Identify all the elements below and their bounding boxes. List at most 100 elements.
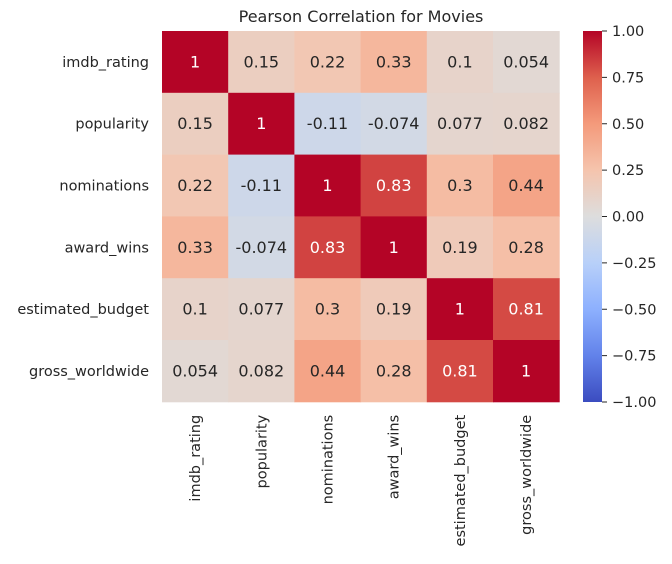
heatmap-cell: [493, 92, 560, 156]
cell-annotation: 1: [521, 361, 531, 380]
colorbar-tick-label: −0.75: [612, 349, 656, 365]
heatmap-cell: [162, 31, 229, 94]
heatmap-cell: [360, 92, 428, 156]
cell-annotation: 1: [256, 114, 266, 133]
y-tick-labels: imdb_rating popularity nominations award_wi…: [17, 55, 149, 380]
y-tick-label: award_wins: [65, 240, 149, 256]
y-tick-label: nominations: [59, 179, 149, 195]
cell-annotation: 0.077: [238, 300, 284, 319]
cell-annotation: 0.077: [437, 114, 483, 133]
heatmap-cell: [162, 92, 229, 156]
heatmap-cell: [162, 278, 229, 341]
heatmap-cell: [294, 154, 362, 217]
heatmap-cell: [426, 154, 494, 217]
cell-annotation: 0.22: [177, 176, 213, 195]
heatmap-cell: [360, 340, 428, 403]
heatmap-cell: [294, 278, 362, 341]
x-tick-label: popularity: [254, 414, 270, 488]
heatmap-cell: [493, 340, 560, 403]
heatmap-cell: [228, 278, 295, 341]
cell-annotation: 0.082: [238, 361, 284, 380]
heatmap-cell: [360, 278, 428, 341]
cell-annotation: 0.33: [177, 238, 213, 257]
heatmap-cell: [493, 278, 560, 341]
cell-annotation: 0.19: [442, 238, 478, 257]
colorbar-gradient: [583, 31, 602, 402]
cell-annotation: 0.3: [315, 300, 340, 319]
cell-annotation: 0.1: [182, 300, 207, 319]
heatmap-cell: [162, 216, 229, 279]
colorbar-tick-label: −0.25: [612, 256, 656, 272]
x-tick-label: award_wins: [387, 415, 403, 499]
heatmap-cell: [294, 92, 362, 156]
cell-annotation: -0.074: [368, 114, 420, 133]
colorbar-tick-label: 0.25: [612, 163, 644, 179]
colorbar-tick-label: 1.00: [612, 24, 644, 40]
heatmap-cells: 1 0.15 0.22 0.33 0.1 0.054 0.15 1 -0.11 -0.074 0.0…: [162, 31, 560, 403]
cell-annotation: 1: [455, 300, 465, 319]
heatmap-cell: [360, 216, 428, 279]
cell-annotation: 0.44: [508, 176, 544, 195]
cell-annotation: 0.19: [376, 300, 412, 319]
heatmap-cell: [493, 31, 560, 94]
cell-annotation: -0.11: [307, 114, 348, 133]
cell-annotation: 0.054: [172, 361, 218, 380]
cell-annotation: 0.33: [376, 52, 412, 71]
heatmap-cell: [294, 340, 362, 403]
chart-title: Pearson Correlation for Movies: [239, 7, 484, 26]
heatmap-cell: [426, 216, 494, 279]
cell-annotation: 0.15: [243, 52, 279, 71]
colorbar: 1.00 0.75 0.50 0.25 0.00 −0.25 −0.50 −0.75 −1.00: [583, 24, 656, 411]
heatmap-cell: [294, 216, 362, 279]
x-tick-label: estimated_budget: [453, 414, 469, 546]
heatmap-cell: [426, 340, 494, 403]
cell-annotation: 0.28: [376, 361, 412, 380]
heatmap-cell: [294, 31, 362, 94]
cell-annotation: 0.3: [447, 176, 472, 195]
heatmap-cell: [426, 278, 494, 341]
cell-annotation: 0.81: [508, 300, 544, 319]
cell-annotation: 0.28: [508, 238, 544, 257]
colorbar-tick-label: −1.00: [612, 395, 656, 411]
x-tick-label: gross_worldwide: [519, 415, 535, 535]
heatmap-cell: [426, 31, 494, 94]
heatmap-cell: [360, 31, 428, 94]
x-tick-labels: imdb_rating popularity nominations award_wi…: [188, 414, 535, 546]
heatmap-cell: [228, 340, 295, 403]
colorbar-tick-label: −0.50: [612, 302, 656, 318]
heatmap-cell: [228, 216, 295, 279]
cell-annotation: 1: [190, 52, 200, 71]
cell-annotation: 0.082: [503, 114, 549, 133]
cell-annotation: 1: [389, 238, 399, 257]
cell-annotation: 0.44: [310, 361, 346, 380]
y-tick-label: imdb_rating: [62, 55, 149, 71]
cell-annotation: 1: [322, 176, 332, 195]
cell-annotation: 0.1: [447, 52, 472, 71]
heatmap-cell: [162, 340, 229, 403]
heatmap-cell: [162, 154, 229, 217]
heatmap-cell: [228, 31, 295, 94]
colorbar-tick-label: 0.75: [612, 70, 644, 86]
heatmap-cell: [360, 154, 428, 217]
y-tick-label: estimated_budget: [17, 302, 149, 318]
cell-annotation: 0.15: [177, 114, 213, 133]
cell-annotation: 0.81: [442, 361, 478, 380]
heatmap-cell: [426, 92, 494, 156]
cell-annotation: 0.22: [310, 52, 346, 71]
heatmap-cell: [493, 216, 560, 279]
cell-annotation: 0.83: [376, 176, 412, 195]
y-tick-label: popularity: [75, 117, 149, 133]
cell-annotation: -0.074: [236, 238, 288, 257]
cell-annotation: -0.11: [241, 176, 282, 195]
heatmap-cell: [228, 154, 295, 217]
cell-annotation: 0.054: [503, 52, 549, 71]
cell-annotation: 0.83: [310, 238, 346, 257]
y-tick-label: gross_worldwide: [29, 364, 149, 380]
colorbar-tick-label: 0.50: [612, 117, 644, 133]
colorbar-tick-label: 0.00: [612, 210, 644, 226]
heatmap-cell: [493, 154, 560, 217]
x-tick-label: imdb_rating: [188, 415, 204, 502]
heatmap-cell: [228, 92, 295, 156]
x-tick-label: nominations: [321, 415, 337, 505]
